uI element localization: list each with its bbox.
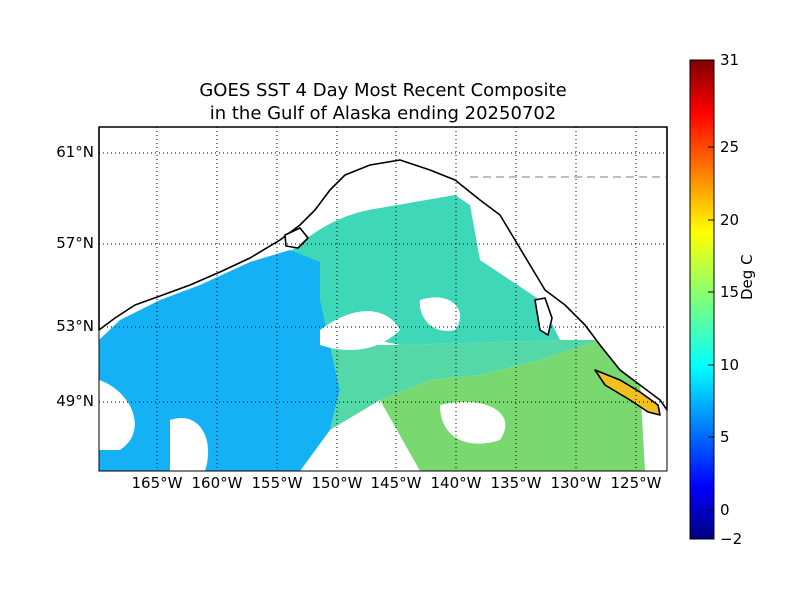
- cloud-gap: [99, 380, 135, 450]
- lon-label: 130°W: [550, 474, 602, 492]
- map-title-line1: GOES SST 4 Day Most Recent Composite: [199, 80, 567, 101]
- lon-label: 125°W: [610, 474, 662, 492]
- cloud-gap: [419, 297, 461, 331]
- cloud-gap: [170, 418, 209, 471]
- coastline: [98, 126, 668, 416]
- lat-label: 57°N: [56, 234, 94, 252]
- sst-field: [99, 195, 645, 471]
- colorbar-tick-label: 5: [720, 428, 730, 446]
- map-title-line2: in the Gulf of Alaska ending 20250702: [209, 103, 557, 124]
- colorbar-tick-label: 15: [720, 283, 740, 301]
- colorbar: [689, 59, 715, 540]
- lon-label: 140°W: [430, 474, 482, 492]
- lat-label: 53°N: [56, 317, 94, 335]
- sst-north-band: [255, 195, 560, 345]
- lat-label: 49°N: [56, 392, 94, 410]
- lon-label: 145°W: [370, 474, 422, 492]
- colorbar-tick-label: −2: [720, 530, 743, 548]
- sst-southeast-region: [380, 340, 645, 471]
- cloud-gap: [345, 427, 393, 471]
- colorbar-label: Deg C: [738, 254, 756, 300]
- colorbar-tick-label: 0: [720, 501, 730, 519]
- colorbar-tick-label: 20: [720, 211, 740, 229]
- graticule: [99, 127, 667, 471]
- lon-label: 150°W: [311, 474, 363, 492]
- alaska-coast: [98, 126, 668, 411]
- lon-label: 160°W: [191, 474, 243, 492]
- colorbar-ticks: [708, 59, 714, 511]
- sst-west-region: [99, 250, 340, 471]
- vancouver-island: [594, 369, 661, 416]
- cloud-gap: [440, 401, 506, 444]
- lat-label: 61°N: [56, 143, 94, 161]
- sst-central-region: [330, 340, 600, 430]
- colorbar-tick-label: 25: [720, 138, 740, 156]
- kodiak-island: [284, 227, 309, 249]
- map-frame: [98, 126, 668, 472]
- lon-label: 155°W: [251, 474, 303, 492]
- lon-label: 165°W: [131, 474, 183, 492]
- colorbar-tick-label: 31: [720, 51, 740, 69]
- haida-gwaii: [534, 297, 553, 336]
- cloud-gap: [320, 311, 400, 350]
- colorbar-tick-label: 10: [720, 356, 740, 374]
- lon-label: 135°W: [490, 474, 542, 492]
